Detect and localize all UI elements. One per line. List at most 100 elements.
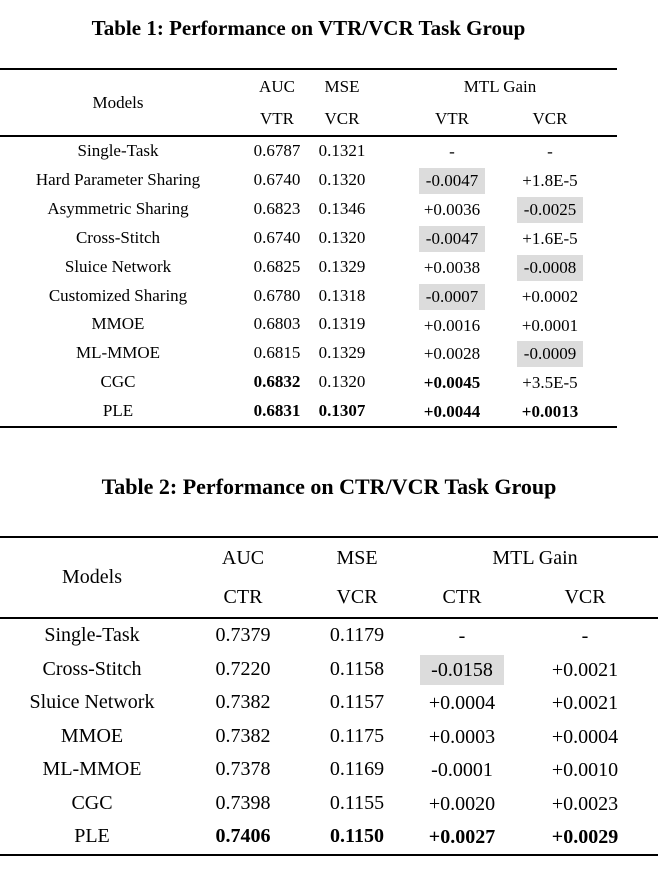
model-cell: Asymmetric Sharing: [47, 198, 189, 218]
table2: Models AUC MSE MTL Gain CTR VCR CTR VCR …: [0, 536, 658, 856]
header-auc: AUC: [259, 76, 295, 96]
gain-cell: +0.0036: [423, 199, 481, 219]
model-cell: Customized Sharing: [48, 285, 188, 305]
gain-cell: +0.0045: [423, 373, 481, 393]
gain-cell: +3.5E-5: [522, 373, 578, 393]
column-spacer: [598, 368, 617, 397]
column-spacer: [366, 282, 402, 311]
column-spacer: [598, 136, 617, 166]
column-spacer: [366, 136, 402, 166]
header-mtl-gain: MTL Gain: [492, 546, 578, 569]
auc-cell: 0.6825: [253, 256, 301, 276]
mse-cell: 0.1320: [318, 372, 366, 392]
mse-cell: 0.1158: [329, 657, 385, 680]
column-spacer: [598, 397, 617, 427]
header-models: Models: [0, 69, 236, 137]
auc-cell: 0.6823: [253, 198, 301, 218]
header-auc: AUC: [221, 546, 265, 569]
gain-cell: +0.0038: [423, 257, 481, 277]
table2-caption: Table 2: Performance on CTR/VCR Task Gro…: [101, 474, 557, 499]
gain-cell: -: [449, 142, 455, 162]
table-row: Cross-Stitch 0.7220 0.1158 -0.0158 +0.00…: [0, 653, 658, 687]
table-row: Sluice Network 0.6825 0.1329 +0.0038 -0.…: [0, 253, 617, 282]
header-mtl-sub2: VCR: [512, 578, 658, 619]
auc-cell: 0.7378: [215, 758, 271, 780]
table-row: PLE 0.6831 0.1307 +0.0044 +0.0013: [0, 397, 617, 427]
table2-header: Models AUC MSE MTL Gain CTR VCR CTR VCR: [0, 537, 658, 619]
gain-cell: -0.0047: [402, 224, 502, 253]
mse-cell: 0.1175: [329, 724, 385, 747]
mse-cell: 0.1155: [329, 791, 385, 814]
gain-cell: +0.0010: [551, 759, 619, 782]
column-spacer: [598, 282, 617, 311]
gain-cell: +1.6E-5: [522, 228, 578, 248]
column-spacer: [366, 253, 402, 282]
table-row: Asymmetric Sharing 0.6823 0.1346 +0.0036…: [0, 195, 617, 224]
gain-cell: -: [581, 625, 589, 648]
header-auc-sub: VTR: [236, 103, 318, 137]
table-row: ML-MMOE 0.6815 0.1329 +0.0028 -0.0009: [0, 339, 617, 368]
gain-cell: +0.0002: [521, 286, 579, 306]
column-spacer: [366, 224, 402, 253]
column-spacer: [366, 339, 402, 368]
mse-cell: 0.1150: [330, 825, 384, 847]
auc-cell: 0.6803: [253, 314, 301, 334]
table-row: Customized Sharing 0.6780 0.1318 -0.0007…: [0, 282, 617, 311]
table-row: Sluice Network 0.7382 0.1157 +0.0004 +0.…: [0, 686, 658, 720]
gain-cell: +0.0004: [551, 725, 619, 748]
mse-cell: 0.1319: [318, 314, 366, 334]
column-spacer: [598, 224, 617, 253]
gain-cell: +0.0004: [428, 692, 496, 715]
column-spacer: [598, 69, 617, 137]
header-mse-sub: VCR: [302, 578, 412, 619]
model-cell: ML-MMOE: [75, 343, 161, 363]
model-cell: Cross-Stitch: [42, 657, 142, 680]
auc-cell: 0.6740: [253, 227, 301, 247]
table-row: Single-Task 0.7379 0.1179 - -: [0, 618, 658, 653]
column-spacer: [366, 310, 402, 339]
table-row: CGC 0.7398 0.1155 +0.0020 +0.0023: [0, 787, 658, 821]
header-models: Models: [0, 537, 184, 619]
model-cell: PLE: [74, 825, 110, 847]
gain-cell: +0.0020: [428, 792, 496, 815]
column-spacer: [598, 166, 617, 195]
auc-cell: 0.6832: [253, 372, 301, 392]
header-mse: MSE: [336, 546, 378, 569]
mse-cell: 0.1169: [329, 758, 385, 780]
gain-cell: -0.0008: [502, 253, 598, 282]
gain-cell: +0.0001: [521, 315, 579, 335]
gain-cell: +0.0021: [551, 658, 619, 681]
gain-cell: -0.0047: [402, 166, 502, 195]
auc-cell: 0.7398: [215, 791, 271, 814]
auc-cell: 0.6787: [253, 141, 301, 160]
header-mtl-gain: MTL Gain: [463, 76, 537, 96]
gain-cell: -: [547, 142, 553, 162]
gain-cell: -: [458, 625, 466, 648]
table1: Models AUC MSE MTL Gain VTR VCR VTR VCR …: [0, 68, 617, 429]
gain-cell: +0.0003: [428, 725, 496, 748]
auc-cell: 0.7220: [215, 657, 271, 680]
header-mse: MSE: [324, 76, 360, 96]
model-cell: PLE: [102, 401, 134, 421]
auc-cell: 0.6740: [253, 169, 301, 189]
header-mtl-sub2: VCR: [502, 103, 598, 137]
gain-cell: +0.0027: [428, 826, 496, 849]
gain-cell: -0.0025: [502, 195, 598, 224]
auc-cell: 0.6780: [253, 285, 301, 305]
table-row: Hard Parameter Sharing 0.6740 0.1320 -0.…: [0, 166, 617, 195]
model-cell: ML-MMOE: [42, 758, 142, 780]
header-mtl-sub1: VTR: [402, 103, 502, 137]
model-cell: Single-Task: [44, 624, 140, 646]
auc-cell: 0.7379: [215, 624, 271, 646]
column-spacer: [366, 166, 402, 195]
gain-cell: +0.0044: [423, 402, 481, 422]
auc-cell: 0.7382: [215, 724, 271, 747]
mse-cell: 0.1329: [318, 256, 366, 276]
header-mse-sub: VCR: [318, 103, 366, 137]
column-spacer: [366, 368, 402, 397]
mse-cell: 0.1307: [318, 401, 366, 421]
gain-cell: +0.0013: [521, 402, 579, 422]
table-row: Cross-Stitch 0.6740 0.1320 -0.0047 +1.6E…: [0, 224, 617, 253]
table-row: MMOE 0.7382 0.1175 +0.0003 +0.0004: [0, 720, 658, 754]
column-spacer: [366, 195, 402, 224]
